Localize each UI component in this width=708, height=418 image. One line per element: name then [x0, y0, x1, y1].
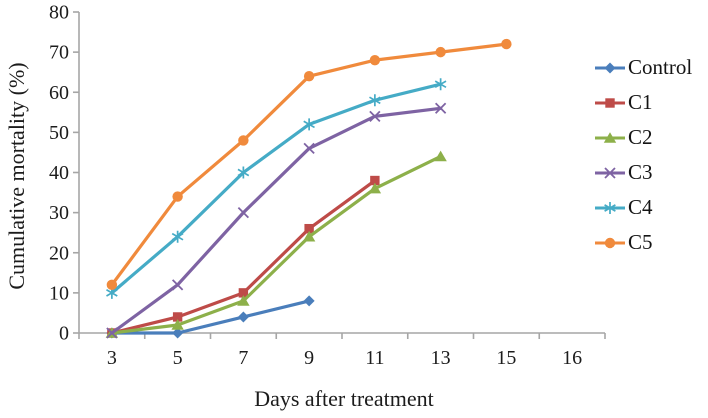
series-line-c4: [110, 82, 443, 295]
series-marker-c5: [303, 71, 315, 82]
legend-marker-control: [595, 62, 625, 73]
legend-marker-c2: [595, 131, 625, 143]
y-tick-label: 50: [49, 122, 69, 144]
series-marker-c3: [106, 327, 118, 339]
legend-marker-c3: [595, 166, 625, 179]
y-tick-label: 0: [59, 323, 69, 345]
x-tick-label: 15: [496, 347, 516, 369]
legend-label: C1: [628, 90, 653, 114]
series-marker-c1: [370, 175, 380, 186]
x-tick-label: 7: [238, 347, 248, 369]
series-marker-c4: [237, 166, 250, 179]
legend-item-c1: C1: [594, 85, 692, 120]
series-marker-c1: [172, 312, 183, 322]
legend-label: C2: [628, 125, 653, 149]
legend-label: C4: [628, 195, 653, 219]
y-tick-label: 30: [49, 202, 69, 224]
series-marker-c2: [434, 150, 447, 162]
y-tick-label: 40: [49, 162, 69, 184]
series-marker-control: [172, 327, 184, 339]
y-tick-label: 20: [49, 242, 69, 264]
series-marker-c5: [435, 46, 446, 58]
series-marker-c1: [238, 288, 249, 298]
legend-item-c2: C2: [594, 120, 692, 155]
series-control: [106, 295, 315, 339]
legend-marker-c4: [595, 201, 625, 214]
series-c4: [106, 78, 447, 299]
legend-marker-c1: [595, 97, 625, 108]
series-marker-control: [237, 311, 249, 323]
x-tick-label: 5: [173, 347, 183, 369]
x-axis-title: Days after treatment: [254, 386, 434, 411]
x-tick-label: 9: [304, 347, 314, 369]
series-marker-c2: [368, 182, 382, 194]
legend-item-control: Control: [594, 50, 692, 85]
series-marker-c4: [434, 78, 447, 91]
series-line-c3: [110, 106, 443, 335]
legend-label: C3: [628, 160, 653, 184]
series-marker-c3: [369, 110, 381, 122]
legend-label: Control: [628, 55, 693, 79]
series-marker-c3: [434, 102, 447, 114]
y-tick-label: 70: [49, 42, 69, 64]
series-marker-c3: [171, 279, 184, 291]
x-tick-label: 11: [365, 347, 384, 369]
y-axis-title: Cumulative mortality (%): [4, 62, 29, 290]
series-line-control: [110, 299, 311, 335]
series-marker-c5: [501, 38, 512, 50]
series-marker-c5: [106, 279, 118, 291]
legend: Control C1 C2 C3 C4 C5: [594, 50, 692, 260]
series-marker-c2: [302, 230, 316, 242]
series-marker-c3: [303, 142, 315, 155]
y-tick-label: 60: [49, 82, 69, 104]
legend-marker-c5: [595, 237, 625, 248]
series-marker-c4: [369, 94, 381, 107]
x-tick-label: 16: [562, 347, 582, 369]
series-marker-c5: [369, 54, 381, 66]
series-marker-control: [303, 295, 315, 307]
legend-item-c3: C3: [594, 155, 692, 190]
series-marker-c4: [303, 118, 315, 131]
series-c3: [106, 102, 447, 339]
series-marker-c5: [172, 191, 183, 202]
series-marker-c1: [304, 223, 314, 234]
x-tick-label: 3: [107, 347, 117, 369]
series-line-c2: [110, 154, 443, 335]
series-marker-c2: [171, 319, 184, 330]
y-tick-label: 10: [49, 282, 69, 304]
series-marker-c5: [238, 135, 249, 146]
series-line-c1: [110, 178, 377, 335]
legend-label: C5: [628, 230, 653, 254]
legend-item-c4: C4: [594, 190, 692, 225]
y-tick-label: 80: [49, 2, 69, 24]
series-marker-c3: [237, 206, 250, 219]
series-marker-c4: [171, 230, 184, 243]
series-c5: [106, 38, 512, 291]
x-tick-label: 13: [431, 347, 451, 369]
series-marker-c2: [237, 295, 250, 306]
legend-item-c5: C5: [594, 225, 692, 260]
